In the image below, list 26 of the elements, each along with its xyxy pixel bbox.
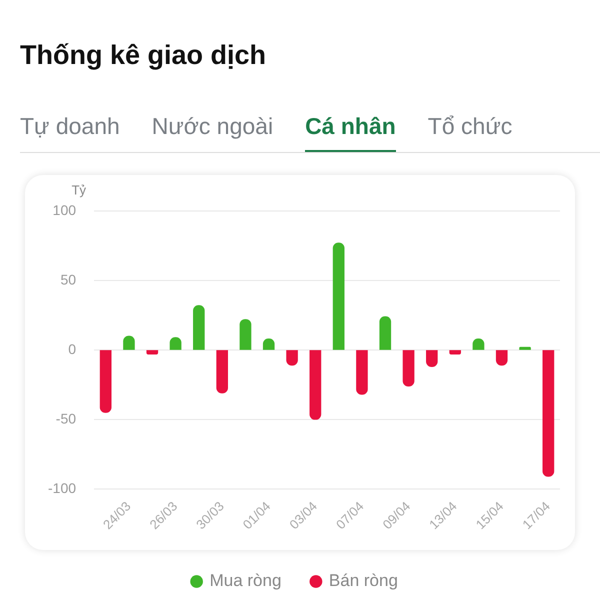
bar	[449, 350, 461, 354]
bar	[216, 350, 228, 394]
y-tick-label: -100	[48, 480, 76, 496]
legend-label: Mua ròng	[210, 571, 282, 590]
bar	[310, 350, 322, 420]
y-tick-label: -50	[56, 410, 76, 426]
bar	[356, 350, 368, 395]
bar	[542, 350, 554, 477]
bar	[332, 242, 344, 350]
bar	[146, 350, 158, 354]
bar	[379, 316, 392, 350]
y-tick-label: 100	[52, 202, 76, 218]
legend-label: Bán ròng	[328, 571, 398, 590]
text: Nước ngoài	[152, 112, 274, 141]
bar	[240, 319, 252, 350]
y-tick-label: 0	[68, 340, 76, 357]
text: Cá nhân	[305, 108, 396, 152]
bar	[100, 350, 112, 413]
chart-title: Thống kê giao dịch	[20, 40, 266, 71]
text: Tổ chức	[428, 112, 512, 141]
bar	[519, 346, 531, 350]
bar	[193, 305, 205, 350]
y-tick-label: 50	[60, 271, 76, 288]
text: Tự doanh	[20, 112, 120, 141]
bar	[402, 350, 414, 386]
y-axis-title: Tỷ	[72, 182, 87, 198]
